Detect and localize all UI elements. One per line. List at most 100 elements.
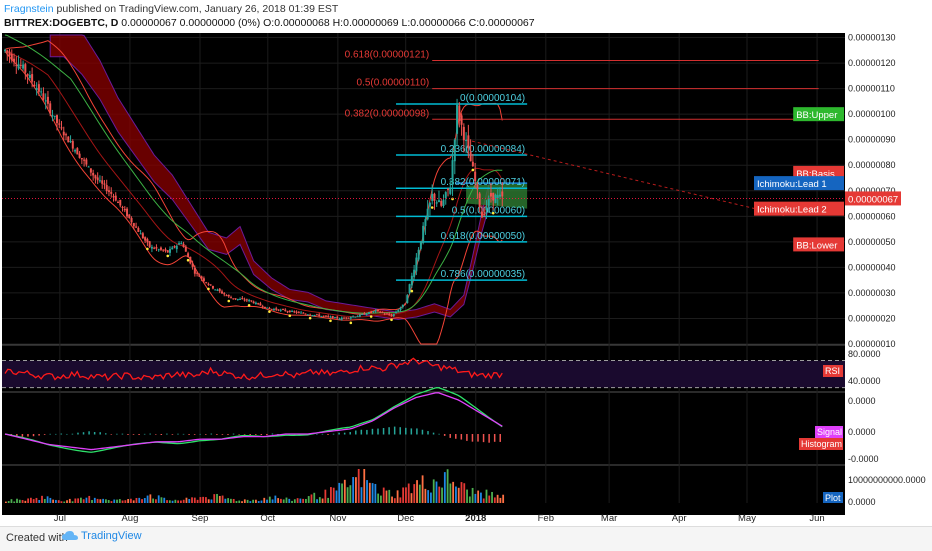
candle-body — [349, 317, 352, 319]
volume-bar — [327, 497, 330, 503]
candle-body — [40, 91, 43, 93]
candle-body — [467, 135, 470, 149]
footer: Created with TradingView — [0, 526, 932, 551]
candle-body — [74, 150, 77, 152]
volume-bar — [24, 500, 27, 503]
candle-body — [53, 115, 56, 117]
candle-body — [80, 158, 83, 160]
price-axis[interactable]: 0.00000130 0.00000120 0.00000110 0.00000100… — [848, 33, 896, 349]
candle-body — [94, 175, 97, 179]
volume-bar — [405, 487, 407, 503]
histogram-bar — [143, 433, 146, 435]
candle-body — [494, 194, 497, 204]
candle-body — [410, 275, 413, 286]
candle-body — [137, 228, 140, 232]
volume-bar — [449, 483, 452, 503]
candle-body — [46, 96, 49, 104]
indicator-tag — [754, 176, 844, 191]
histogram-bar — [16, 434, 18, 437]
candle-body — [257, 303, 260, 305]
x-tick-label: Apr — [672, 513, 687, 524]
tradingview-brand[interactable]: TradingView — [62, 530, 142, 542]
y-tick-label: 0.00000080 — [848, 160, 896, 170]
candle-body — [76, 148, 79, 155]
candle-body — [55, 115, 58, 124]
y-tick-label: 0.00000060 — [848, 211, 896, 221]
candle-body — [453, 139, 456, 162]
x-tick-label: Feb — [538, 513, 554, 524]
volume-bar — [238, 500, 241, 503]
volume-bar — [68, 498, 71, 503]
histogram-bar — [171, 434, 174, 435]
candle-body — [214, 289, 217, 291]
candle-body — [306, 314, 309, 316]
volume-bar — [205, 497, 207, 503]
signal-dot — [247, 304, 251, 307]
symbol-line: BITTREX:DOGEBTC, D 0.00000067 0.00000000… — [4, 17, 535, 29]
candle-body — [209, 284, 212, 286]
volume-bar — [413, 484, 416, 503]
histogram-bar — [116, 433, 118, 435]
candle-body — [435, 202, 438, 204]
volume-bar — [46, 496, 49, 503]
histogram-bar — [482, 434, 485, 443]
volume-bar — [338, 482, 341, 503]
volume-bar — [152, 498, 155, 503]
histogram-bar — [249, 434, 251, 436]
volume-bar — [235, 501, 238, 503]
histogram-bar — [238, 434, 240, 435]
volume-bar — [396, 490, 399, 503]
volume-bar — [60, 501, 63, 503]
chart-canvas[interactable]: 0(0.00000104) 0.236(0.00000084) 0.382(0.00… — [0, 33, 932, 526]
candle-body — [444, 192, 447, 199]
volume-bar — [382, 487, 385, 503]
candle-body — [422, 225, 425, 243]
candle-body — [51, 115, 54, 117]
volume-bar — [105, 499, 107, 503]
histogram-bar — [110, 434, 113, 435]
signal-dot — [410, 289, 414, 293]
signal-dot — [369, 315, 373, 318]
candle-body — [483, 213, 486, 215]
volume-bar — [360, 487, 363, 503]
indicator-tag — [793, 237, 844, 252]
volume-bar — [324, 489, 327, 503]
candle-body — [227, 294, 230, 297]
volume-bar — [499, 497, 502, 503]
time-axis[interactable]: Jul Aug Sep Oct Nov Dec 2018 Feb Mar Apr May Jun — [54, 513, 825, 524]
volume-bar — [10, 499, 13, 503]
candle-body — [397, 309, 400, 312]
candle-body — [13, 58, 16, 62]
candle-body — [164, 249, 167, 251]
histogram-bar — [205, 434, 207, 435]
volume-bar — [155, 499, 157, 503]
signal-dot — [268, 310, 271, 313]
candle-body — [499, 194, 501, 197]
candle-body — [288, 310, 291, 313]
volume-bar — [216, 493, 218, 503]
volume-bar — [307, 496, 310, 503]
volume-bar — [138, 497, 141, 503]
candle-body — [103, 183, 106, 185]
candle-body — [277, 309, 280, 311]
candle-body — [501, 191, 504, 197]
histogram-bar — [449, 434, 451, 438]
histogram-bar — [382, 428, 385, 435]
volume-bar — [193, 497, 196, 503]
candle-body — [243, 299, 246, 301]
candle-body — [245, 299, 248, 301]
volume-pane: 10000000000.0000 0.0000 Plot — [5, 469, 926, 507]
volume-bar — [188, 499, 191, 503]
volume-bar — [410, 493, 413, 503]
histogram-bar — [216, 434, 218, 435]
macd-tick-label: -0.0000 — [848, 454, 879, 464]
candle-body — [315, 314, 318, 316]
last-price-label: 0.00000067 — [848, 194, 898, 205]
volume-bar — [230, 498, 232, 503]
author-link[interactable]: Fragnstein — [4, 3, 54, 15]
candle-body — [8, 51, 11, 56]
volume-bar — [130, 498, 132, 503]
rsi-band — [2, 360, 845, 388]
candle-body — [26, 73, 29, 76]
histogram-bar — [455, 434, 457, 439]
